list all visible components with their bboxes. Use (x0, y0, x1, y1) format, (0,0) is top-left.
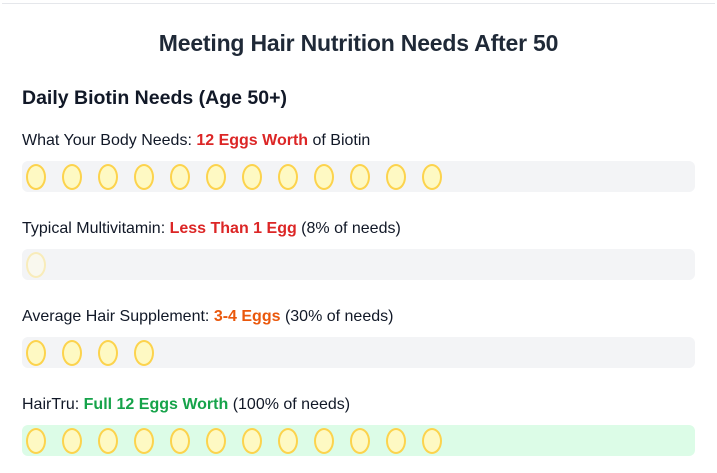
egg-icon (134, 427, 154, 454)
row-label-prefix: HairTru: (22, 396, 84, 413)
row-label-suffix: of Biotin (308, 132, 371, 149)
nutrition-card (2, 3, 715, 473)
row-multivitamin: Typical Multivitamin: Less Than 1 Egg (8… (22, 219, 695, 280)
row-label-prefix: Typical Multivitamin: (22, 220, 170, 237)
egg-icon (278, 427, 298, 454)
egg-icon (242, 163, 262, 190)
row-hairtru: HairTru: Full 12 Eggs Worth (100% of nee… (22, 395, 695, 456)
egg-icon (386, 163, 406, 190)
row-label-highlight: 12 Eggs Worth (196, 132, 309, 149)
page-title: Meeting Hair Nutrition Needs After 50 (158, 30, 559, 56)
egg-icon (206, 427, 226, 454)
egg-bar (22, 337, 695, 368)
row-label-highlight: 3-4 Eggs (213, 308, 281, 325)
egg-icon (422, 163, 442, 190)
egg-icon (134, 339, 154, 366)
egg-icon (26, 339, 46, 366)
egg-icon (26, 427, 46, 454)
row-label-suffix: (30% of needs) (280, 308, 394, 325)
section-subtitle: Daily Biotin Needs (Age 50+) (22, 87, 287, 109)
egg-icon (170, 163, 190, 190)
row-label-highlight: Full 12 Eggs Worth (83, 396, 229, 413)
egg-icon (242, 427, 262, 454)
row-hair-supplement: Average Hair Supplement: 3-4 Eggs (30% o… (22, 307, 695, 368)
row-label-prefix: Average Hair Supplement: (22, 308, 214, 325)
egg-icon (386, 427, 406, 454)
egg-icon (26, 163, 46, 190)
row-label-suffix: (8% of needs) (296, 220, 401, 237)
egg-icon (350, 427, 370, 454)
row-label: Typical Multivitamin: Less Than 1 Egg (8… (22, 219, 695, 239)
row-label-suffix: (100% of needs) (228, 396, 351, 413)
egg-icon (134, 163, 154, 190)
egg-icon (278, 163, 298, 190)
egg-icon (62, 427, 82, 454)
egg-icon (350, 163, 370, 190)
egg-icon (314, 163, 334, 190)
row-body-needs: What Your Body Needs: 12 Eggs Worth of B… (22, 131, 695, 192)
egg-icon (314, 427, 334, 454)
egg-icon (98, 163, 118, 190)
row-label-highlight: Less Than 1 Egg (169, 220, 297, 237)
egg-icon (98, 339, 118, 366)
egg-icon (62, 339, 82, 366)
egg-icon (170, 427, 190, 454)
row-label: HairTru: Full 12 Eggs Worth (100% of nee… (22, 395, 695, 415)
egg-icon (98, 427, 118, 454)
egg-icon (422, 427, 442, 454)
egg-icon (26, 251, 46, 278)
row-label-prefix: What Your Body Needs: (22, 132, 197, 149)
egg-icon (62, 163, 82, 190)
egg-bar (22, 249, 695, 280)
egg-bar (22, 425, 695, 456)
row-label: Average Hair Supplement: 3-4 Eggs (30% o… (22, 307, 695, 327)
egg-bar (22, 161, 695, 192)
egg-icon (206, 163, 226, 190)
row-label: What Your Body Needs: 12 Eggs Worth of B… (22, 131, 695, 151)
